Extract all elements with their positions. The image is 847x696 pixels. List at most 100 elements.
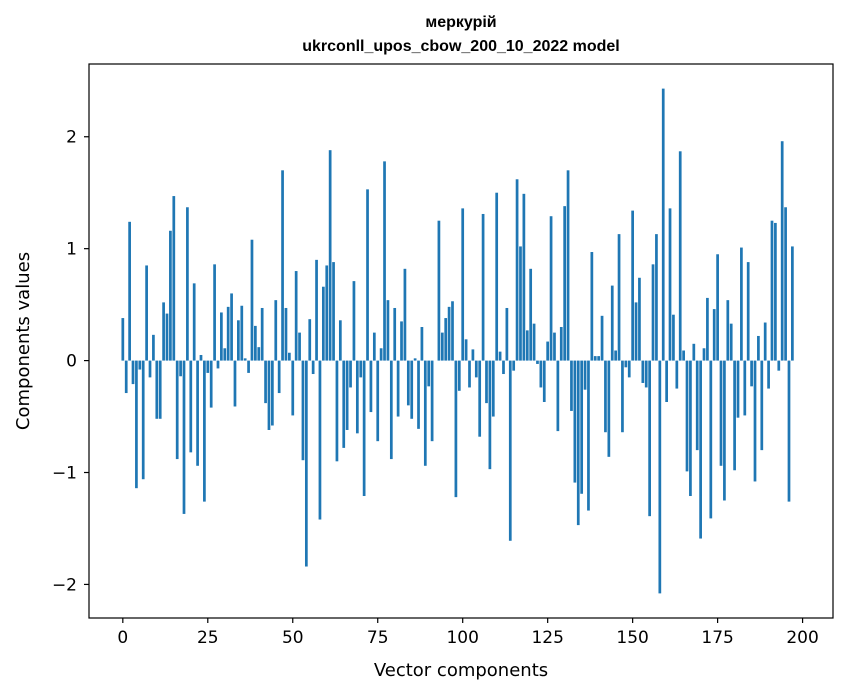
bar [468, 360, 471, 388]
bar [141, 360, 145, 480]
bar [230, 293, 233, 361]
bar [145, 265, 148, 361]
bar [770, 220, 774, 361]
bar [709, 360, 713, 519]
bar [437, 220, 441, 361]
bar [124, 360, 128, 394]
x-tick-label: 75 [367, 628, 389, 648]
bar [233, 360, 237, 407]
bar [723, 360, 726, 501]
bar [515, 179, 519, 361]
bar [376, 360, 380, 442]
bar [342, 360, 346, 448]
bar [685, 360, 689, 472]
bar [369, 360, 373, 413]
bar [692, 343, 696, 361]
bar [264, 360, 267, 404]
bar [600, 315, 604, 361]
bar [651, 264, 655, 361]
bar [447, 306, 451, 361]
bar [502, 360, 505, 375]
bar [624, 360, 628, 368]
bar [576, 360, 580, 526]
chart-subtitle: ukrconll_upos_cbow_200_10_2022 model [302, 38, 619, 55]
bar [220, 312, 223, 361]
bar [573, 360, 577, 483]
bar [648, 360, 651, 517]
bar [410, 360, 414, 419]
bar [712, 309, 716, 361]
bar [281, 170, 284, 361]
x-tick-label: 175 [701, 628, 733, 648]
bar [332, 262, 335, 361]
bar [461, 208, 465, 361]
x-axis: 0 25 50 75 100 125 150 175 200 [117, 618, 819, 648]
bar [641, 360, 645, 383]
bar [542, 360, 546, 402]
bar [706, 297, 709, 361]
bar [257, 347, 261, 361]
bar [607, 360, 611, 457]
bar [791, 246, 794, 361]
bar [182, 360, 186, 514]
bar [553, 332, 556, 361]
bar [406, 360, 410, 406]
bar [294, 271, 298, 361]
bar [675, 360, 679, 389]
bar [757, 335, 760, 361]
bar [301, 360, 305, 461]
bar [491, 360, 495, 417]
bar [566, 170, 570, 361]
bar [291, 360, 295, 416]
bar [148, 360, 152, 378]
bar [420, 327, 424, 361]
bar [774, 222, 777, 361]
bar [277, 360, 281, 394]
y-tick-label: 1 [66, 240, 77, 260]
bar [271, 360, 274, 426]
bar [760, 360, 764, 451]
bar [403, 268, 407, 361]
bar [689, 360, 692, 497]
y-tick-label: −2 [52, 575, 77, 595]
bar [512, 360, 516, 371]
bar [237, 320, 240, 361]
bar [226, 306, 230, 361]
bar [563, 206, 567, 361]
bar [661, 88, 665, 361]
bar [304, 360, 308, 567]
bar [386, 300, 390, 361]
bar [570, 360, 573, 411]
bar [495, 192, 499, 361]
bar [288, 352, 291, 361]
bar [604, 360, 607, 433]
y-tick-label: −1 [52, 464, 77, 484]
bar [672, 314, 675, 361]
bar [454, 360, 458, 498]
x-axis-label: Vector components [374, 660, 548, 681]
bar [423, 360, 427, 466]
bar [682, 350, 685, 361]
bar [536, 360, 539, 364]
bar [196, 360, 199, 466]
bar [498, 351, 502, 361]
bar [529, 268, 533, 361]
bar [213, 264, 216, 361]
bar [522, 193, 526, 361]
bar [556, 360, 560, 432]
bar [209, 360, 213, 408]
bar [559, 327, 563, 361]
bar [587, 360, 590, 511]
bar [359, 360, 363, 378]
bar [610, 285, 614, 361]
bar [274, 300, 278, 361]
bar [597, 356, 601, 361]
bar [665, 360, 668, 402]
bar [216, 360, 220, 369]
bar [678, 151, 682, 361]
x-tick-label: 100 [446, 628, 478, 648]
bar [474, 360, 478, 378]
bar [121, 318, 125, 361]
bar [413, 358, 417, 361]
bar [325, 265, 329, 361]
